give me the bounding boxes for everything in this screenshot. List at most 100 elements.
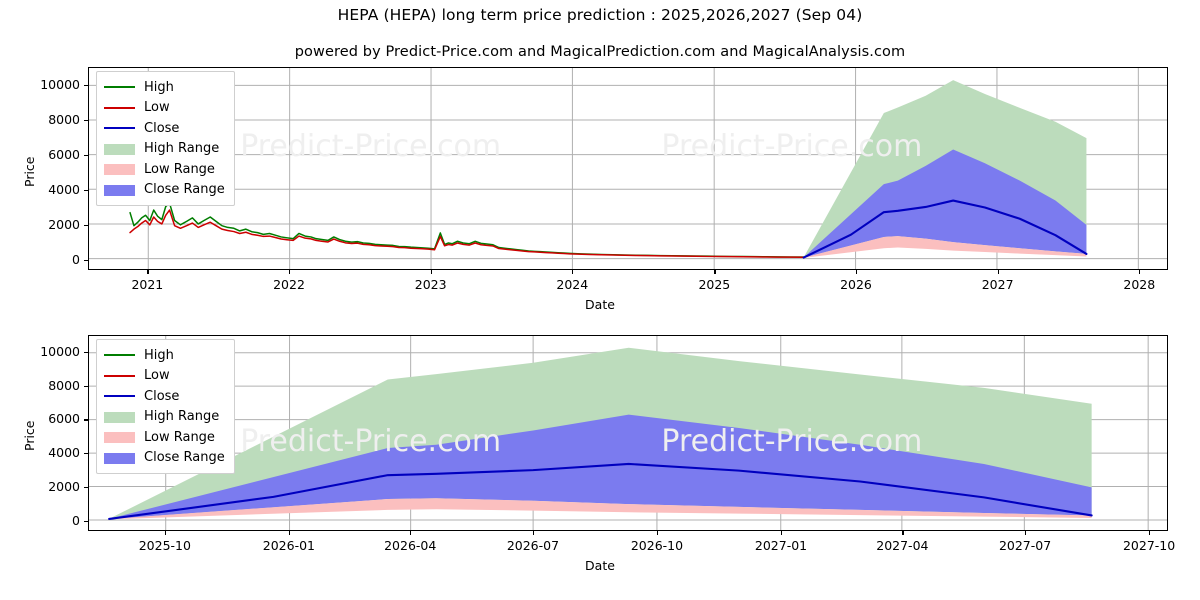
x-axis-tick-label: 2028 — [1123, 277, 1156, 292]
legend-item-low-range: Low Range — [104, 427, 225, 448]
x-axis-tick-label: 2026 — [840, 277, 872, 292]
x-axis-tick-mark — [997, 270, 999, 274]
y-axis-tick-mark — [84, 224, 88, 226]
y-axis-tick-label: 2000 — [48, 479, 80, 495]
legend-patch-swatch-icon — [104, 432, 135, 444]
y-axis-tick-mark — [84, 119, 88, 121]
legend-line-swatch-icon — [104, 349, 135, 362]
forecast-detail-chart: Predict-Price.com Predict-Price.com High L… — [0, 330, 1200, 590]
legend-item-low-range: Low Range — [104, 159, 225, 180]
y-axis-tick-label: 2000 — [48, 216, 80, 232]
x-axis-tick-label: 2026-04 — [384, 538, 437, 553]
x-axis-tick-mark — [288, 531, 291, 535]
x-axis-tick-mark — [714, 270, 716, 274]
page-title: HEPA (HEPA) long term price prediction :… — [337, 6, 863, 24]
x-axis-tick-label: 2027 — [981, 277, 1014, 292]
y-axis-tick-mark — [84, 84, 88, 86]
x-axis-tick-mark — [289, 270, 291, 274]
x-axis-tick-mark — [855, 270, 858, 274]
y-axis-title: Price — [22, 156, 37, 187]
bottom-chart-legend: High Low Close High Range Low Range Close Ran… — [96, 339, 235, 474]
x-axis-tick-mark — [902, 531, 904, 535]
legend-patch-swatch-icon — [104, 143, 135, 155]
legend-line-swatch-icon — [104, 390, 135, 403]
x-axis-tick-label: 2027-10 — [1122, 538, 1176, 553]
y-axis-tick-mark — [84, 520, 88, 523]
legend-label: Close — [144, 388, 180, 404]
y-axis-tick-mark — [84, 154, 88, 156]
x-axis-tick-label: 2027-01 — [754, 538, 808, 553]
bottom-chart-canvas — [89, 336, 1167, 530]
legend-label: Close — [144, 120, 180, 136]
legend-patch-swatch-icon — [104, 184, 135, 196]
y-axis-tick-label: 6000 — [48, 411, 80, 427]
y-axis-tick-label: 6000 — [48, 146, 80, 162]
band-close-range — [109, 414, 1092, 520]
x-axis-tick-label: 2024 — [556, 277, 589, 292]
y-axis-title: Price — [22, 420, 37, 452]
x-axis-tick-mark — [1025, 531, 1027, 535]
x-axis-tick-mark — [1139, 270, 1141, 274]
top-chart-legend: High Low Close High Range Low Range Close Ran… — [96, 71, 235, 206]
legend-label: High Range — [144, 141, 220, 157]
x-axis-tick-label: 2023 — [414, 277, 447, 292]
y-axis-tick-mark — [84, 419, 88, 421]
x-axis-tick-label: 2025-10 — [138, 538, 191, 553]
legend-item-close: Close — [104, 118, 225, 139]
legend-item-close-range: Close Range — [104, 448, 225, 469]
y-axis-tick-label: 4000 — [48, 181, 80, 197]
x-axis-tick-label: 2027-07 — [998, 538, 1052, 553]
legend-line-swatch-icon — [104, 81, 135, 94]
y-axis-tick-label: 0 — [72, 251, 80, 267]
legend-label: High — [144, 79, 174, 95]
legend-item-close: Close — [104, 386, 225, 407]
band-low-range — [109, 498, 1092, 520]
x-axis-tick-label: 2026-07 — [506, 538, 560, 553]
legend-item-high-range: High Range — [104, 407, 225, 428]
legend-item-high: High — [104, 345, 225, 366]
y-axis-tick-mark — [84, 189, 88, 191]
top-chart-canvas — [89, 68, 1167, 269]
legend-label: Low — [144, 368, 170, 384]
legend-item-low: Low — [104, 366, 225, 387]
x-axis-tick-mark — [1149, 531, 1151, 535]
band-close-range — [803, 149, 1087, 258]
legend-label: High Range — [144, 409, 220, 425]
y-axis-tick-label: 8000 — [48, 111, 80, 127]
band-low-range — [803, 236, 1087, 258]
x-axis-tick-mark — [147, 270, 149, 274]
series-line-high — [130, 203, 804, 257]
legend-patch-swatch-icon — [104, 452, 135, 464]
x-axis-tick-label: 2026-01 — [262, 538, 315, 553]
y-axis-tick-mark — [84, 259, 88, 261]
top-plot-area[interactable]: Predict-Price.com Predict-Price.com — [88, 67, 1168, 270]
legend-item-high: High — [104, 77, 225, 98]
x-axis-tick-label: 2025 — [698, 277, 731, 292]
y-axis-tick-mark — [84, 385, 88, 387]
y-axis-tick-label: 0 — [72, 512, 80, 528]
legend-line-swatch-icon — [104, 369, 135, 382]
x-axis-tick-label: 2021 — [131, 277, 164, 292]
long-term-price-chart: Predict-Price.com Predict-Price.com High L… — [0, 58, 1200, 312]
y-axis-tick-label: 8000 — [48, 377, 80, 393]
legend-label: High — [144, 347, 174, 363]
series-line-low — [130, 210, 804, 257]
x-axis-tick-mark — [532, 531, 535, 535]
legend-line-swatch-icon — [104, 101, 135, 114]
x-axis-tick-mark — [430, 270, 432, 274]
y-axis-tick-label: 10000 — [40, 76, 80, 92]
legend-label: Low — [144, 100, 170, 116]
legend-label: Low Range — [144, 161, 215, 177]
x-axis-tick-mark — [656, 531, 659, 535]
x-axis-title: Date — [585, 558, 615, 573]
legend-patch-swatch-icon — [104, 411, 135, 423]
legend-patch-swatch-icon — [104, 164, 135, 176]
y-axis-tick-label: 4000 — [48, 445, 80, 461]
legend-label: Close Range — [144, 182, 225, 198]
y-axis-tick-mark — [84, 351, 88, 354]
bottom-plot-area[interactable]: Predict-Price.com Predict-Price.com — [88, 335, 1168, 531]
x-axis-title: Date — [585, 297, 615, 312]
x-axis-tick-mark — [572, 270, 574, 274]
y-axis-tick-mark — [84, 487, 88, 489]
